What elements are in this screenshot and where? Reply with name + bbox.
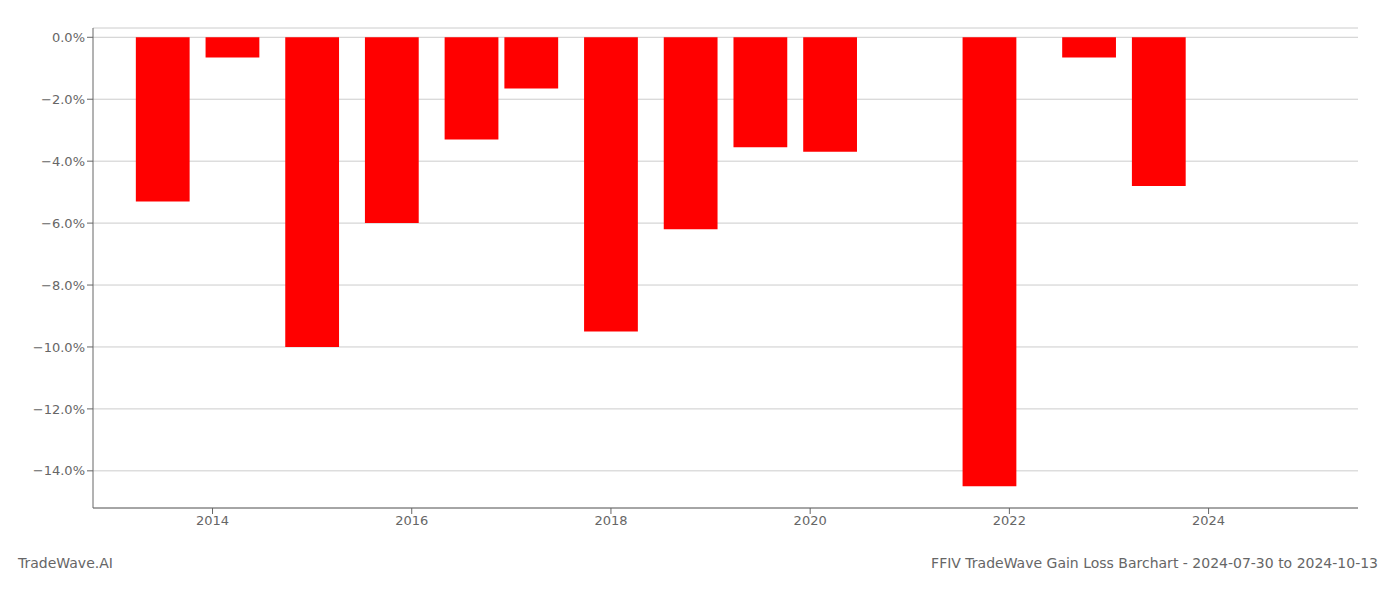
svg-text:2018: 2018 (594, 513, 627, 528)
svg-text:0.0%: 0.0% (52, 30, 85, 45)
svg-text:2020: 2020 (794, 513, 827, 528)
svg-text:−14.0%: −14.0% (33, 463, 85, 478)
svg-text:2016: 2016 (395, 513, 428, 528)
svg-text:−6.0%: −6.0% (41, 216, 85, 231)
svg-text:2024: 2024 (1192, 513, 1225, 528)
svg-text:−8.0%: −8.0% (41, 278, 85, 293)
svg-text:−10.0%: −10.0% (33, 340, 85, 355)
svg-text:−2.0%: −2.0% (41, 92, 85, 107)
svg-text:−12.0%: −12.0% (33, 402, 85, 417)
svg-text:2022: 2022 (993, 513, 1026, 528)
html-text:TradeWave.AI: TradeWave.AI (18, 555, 113, 571)
svg-text:2014: 2014 (196, 513, 229, 528)
html-text:FFIV TradeWave Gain Loss Barch: FFIV TradeWave Gain Loss Barchart - 2024… (931, 555, 1378, 571)
svg-text:−4.0%: −4.0% (41, 154, 85, 169)
